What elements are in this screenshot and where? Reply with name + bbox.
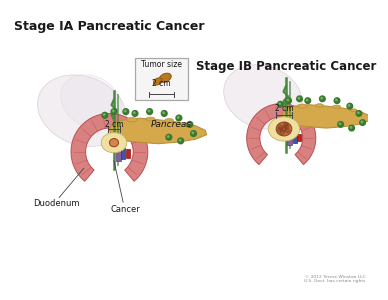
Circle shape <box>187 122 193 127</box>
Circle shape <box>321 98 322 99</box>
Circle shape <box>306 99 308 101</box>
Circle shape <box>356 111 362 116</box>
Circle shape <box>360 120 365 125</box>
Bar <box>298 134 301 141</box>
Circle shape <box>334 98 340 103</box>
Circle shape <box>347 103 353 109</box>
Circle shape <box>103 114 105 116</box>
Circle shape <box>348 105 350 106</box>
Circle shape <box>177 116 179 118</box>
Circle shape <box>125 110 126 112</box>
Circle shape <box>297 96 302 102</box>
Ellipse shape <box>126 118 137 122</box>
Ellipse shape <box>101 133 127 153</box>
Circle shape <box>147 109 152 115</box>
Circle shape <box>178 138 184 144</box>
Text: 2 cm: 2 cm <box>105 120 123 129</box>
Polygon shape <box>109 118 207 144</box>
Text: Cancer: Cancer <box>111 205 141 214</box>
Ellipse shape <box>154 78 162 85</box>
Circle shape <box>188 123 190 124</box>
Circle shape <box>166 134 172 140</box>
Ellipse shape <box>159 73 171 83</box>
Circle shape <box>349 125 355 131</box>
Ellipse shape <box>61 74 121 129</box>
Bar <box>121 148 125 159</box>
FancyBboxPatch shape <box>135 58 188 100</box>
Ellipse shape <box>315 104 324 107</box>
Text: Stage IB Pancreatic Cancer: Stage IB Pancreatic Cancer <box>196 60 376 74</box>
Circle shape <box>305 98 310 103</box>
Circle shape <box>163 112 165 114</box>
Circle shape <box>336 99 337 101</box>
Bar <box>116 146 121 161</box>
Circle shape <box>148 110 150 112</box>
Ellipse shape <box>38 75 126 146</box>
Circle shape <box>285 128 289 133</box>
Ellipse shape <box>276 122 292 136</box>
Ellipse shape <box>109 139 119 147</box>
Circle shape <box>284 122 288 127</box>
Circle shape <box>113 110 114 112</box>
Circle shape <box>176 115 182 121</box>
Circle shape <box>277 128 282 132</box>
Polygon shape <box>282 105 371 128</box>
Ellipse shape <box>165 118 174 122</box>
Text: Stage IA Pancreatic Cancer: Stage IA Pancreatic Cancer <box>14 20 204 33</box>
Circle shape <box>338 122 343 127</box>
Bar <box>293 132 297 143</box>
Circle shape <box>282 127 286 131</box>
Circle shape <box>284 124 289 128</box>
Ellipse shape <box>333 105 341 109</box>
Text: © 2012 Terese Winslow LLC
U.S. Govt. has certain rights: © 2012 Terese Winslow LLC U.S. Govt. has… <box>304 275 365 284</box>
Bar <box>288 130 292 145</box>
Ellipse shape <box>146 117 155 121</box>
Circle shape <box>280 130 284 135</box>
Ellipse shape <box>350 109 357 112</box>
Circle shape <box>111 109 117 115</box>
Ellipse shape <box>224 65 302 129</box>
Circle shape <box>179 140 181 141</box>
Ellipse shape <box>184 123 192 126</box>
Circle shape <box>339 123 341 124</box>
Polygon shape <box>71 113 148 181</box>
Circle shape <box>133 112 135 114</box>
Circle shape <box>350 127 352 128</box>
Ellipse shape <box>268 117 300 141</box>
Circle shape <box>320 96 325 102</box>
Text: Tumor size: Tumor size <box>141 61 182 70</box>
Circle shape <box>132 111 138 116</box>
Circle shape <box>287 99 289 101</box>
Circle shape <box>161 111 167 116</box>
Circle shape <box>123 109 129 115</box>
Circle shape <box>278 125 283 129</box>
Circle shape <box>286 98 291 103</box>
Text: Pancreas: Pancreas <box>151 120 192 129</box>
Polygon shape <box>247 103 316 165</box>
Circle shape <box>279 103 281 104</box>
Circle shape <box>102 112 108 118</box>
Circle shape <box>192 132 194 134</box>
Circle shape <box>357 112 359 114</box>
Ellipse shape <box>298 104 307 108</box>
Text: 2 cm: 2 cm <box>275 104 293 113</box>
Circle shape <box>167 136 169 137</box>
Bar <box>126 149 130 158</box>
Text: 2 cm: 2 cm <box>152 79 171 88</box>
Circle shape <box>191 131 196 137</box>
Circle shape <box>277 101 283 107</box>
Circle shape <box>361 121 363 123</box>
Text: Duodenum: Duodenum <box>33 200 80 208</box>
Circle shape <box>298 98 300 99</box>
